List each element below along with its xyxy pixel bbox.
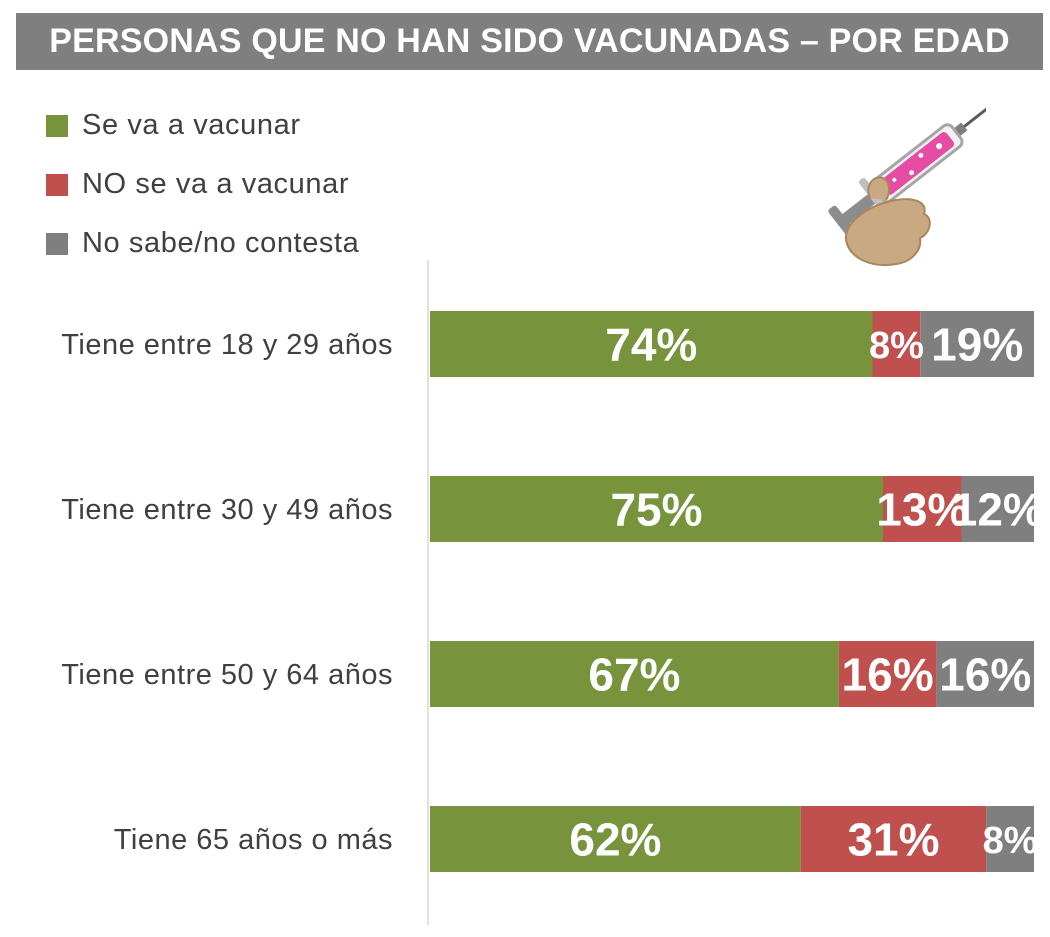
bar-segment-no-sabe (986, 806, 1034, 872)
value-label: 62% (569, 814, 661, 866)
legend-swatch (46, 173, 68, 196)
value-label: 8% (983, 820, 1038, 862)
legend-item-se-va-a-vacunar: Se va a vacunar (46, 96, 359, 155)
value-label: 74% (605, 319, 697, 371)
legend-swatch (46, 114, 68, 137)
category-label: Tiene entre 30 y 49 años (61, 494, 393, 526)
value-label: 8% (869, 325, 924, 367)
legend-label: Se va a vacunar (82, 109, 301, 141)
value-label: 67% (588, 649, 680, 701)
bar-segments (430, 311, 1034, 872)
chart-legend: Se va a vacunar NO se va a vacunar No sa… (46, 96, 359, 273)
bar-segment-no-se-va-a-vacunar (838, 641, 937, 707)
legend-label: NO se va a vacunar (82, 168, 350, 200)
category-label: Tiene 65 años o más (114, 824, 393, 856)
bar-segment-se-va-a-vacunar (430, 476, 883, 542)
category-labels: Tiene entre 18 y 29 años Tiene entre 30 y… (61, 329, 393, 856)
syringe-icon (828, 105, 986, 266)
legend-label: No sabe/no contesta (82, 227, 360, 259)
chart-title: PERSONAS QUE NO HAN SIDO VACUNADAS – POR… (16, 13, 1043, 70)
category-label: Tiene entre 50 y 64 años (61, 659, 393, 691)
bar-segment-no-sabe (920, 311, 1034, 377)
value-label: 75% (610, 484, 702, 536)
bar-segment-no-se-va-a-vacunar (800, 806, 987, 872)
value-label: 16% (939, 649, 1031, 701)
bar-segment-no-se-va-a-vacunar (883, 476, 962, 542)
legend-swatch (46, 232, 68, 255)
bar-segment-no-sabe (936, 641, 1034, 707)
category-label: Tiene entre 18 y 29 años (61, 329, 393, 361)
legend-item-no-sabe: No sabe/no contesta (46, 214, 359, 273)
bar-segment-no-sabe (961, 476, 1034, 542)
value-label: 12% (952, 484, 1044, 536)
bar-segment-no-se-va-a-vacunar (872, 311, 921, 377)
bar-segment-se-va-a-vacunar (430, 806, 801, 872)
value-label: 31% (847, 814, 939, 866)
legend-item-no-se-va-a-vacunar: NO se va a vacunar (46, 155, 359, 214)
value-labels: 74% 8% 19%75% 13%12%67% 16% 16%62% 31% 8% (569, 319, 1043, 866)
value-label: 13% (876, 484, 968, 536)
value-label: 16% (842, 649, 934, 701)
bar-segment-se-va-a-vacunar (430, 641, 839, 707)
bar-segment-se-va-a-vacunar (430, 311, 873, 377)
value-label: 19% (931, 319, 1023, 371)
